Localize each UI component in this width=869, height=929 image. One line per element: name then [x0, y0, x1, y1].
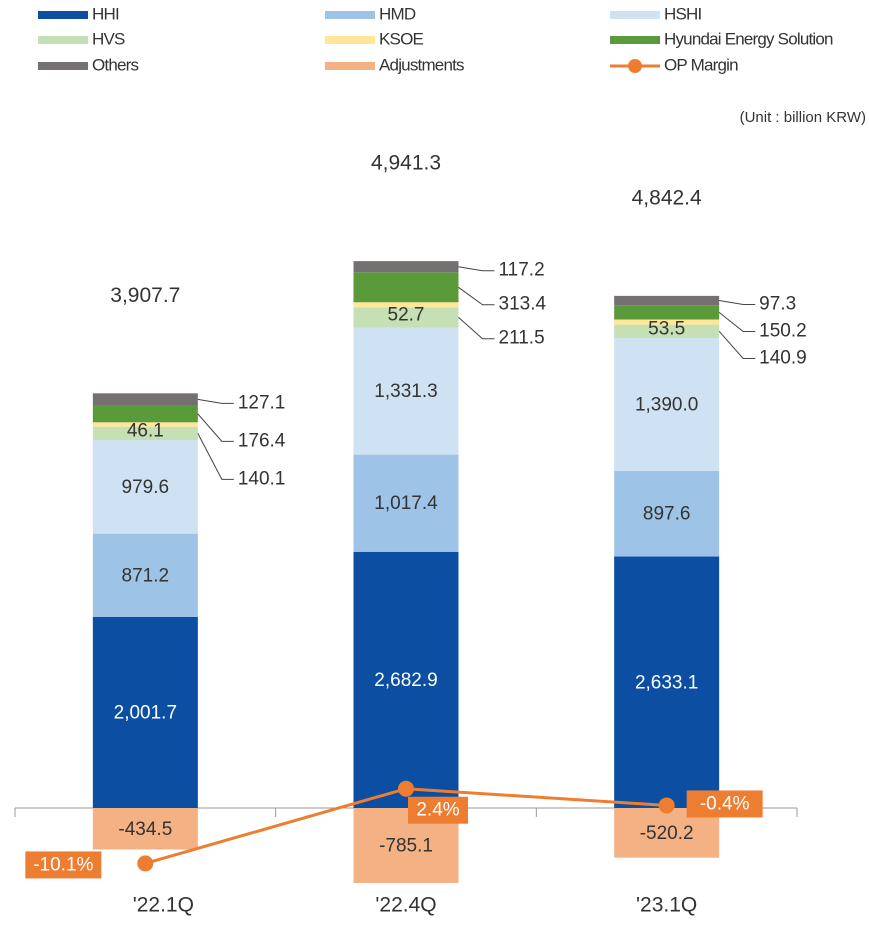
line-point — [398, 780, 414, 797]
legend-swatch — [38, 62, 88, 70]
value-label: 127.1 — [238, 392, 286, 413]
bar-segment — [92, 405, 198, 423]
bar-segment — [92, 426, 198, 441]
legend-swatch — [325, 36, 375, 44]
bar-segment — [614, 338, 720, 471]
legend-swatch — [38, 11, 88, 19]
value-label: 2,633.1 — [635, 672, 698, 693]
bar-segment — [614, 319, 720, 325]
bar-segment — [614, 305, 720, 320]
callout-line — [718, 331, 756, 360]
bar-segment — [353, 327, 459, 455]
value-label: 1,331.3 — [374, 381, 437, 402]
value-label: -785.1 — [379, 836, 433, 857]
legend-label: Others — [92, 55, 139, 74]
callout-line — [718, 311, 756, 333]
bar-segment — [614, 556, 720, 808]
value-label: 897.6 — [643, 504, 691, 525]
value-label: 140.9 — [759, 348, 807, 369]
value-label: 140.1 — [238, 468, 286, 489]
value-label: 97.3 — [759, 294, 796, 315]
bar-segment — [353, 307, 459, 328]
bar-segment — [92, 440, 198, 534]
value-label: 150.2 — [759, 321, 807, 342]
legend-dot — [628, 59, 642, 73]
bar-segment — [614, 324, 720, 339]
bar-segment — [353, 272, 459, 303]
callout-line — [719, 300, 756, 306]
margin-label: 2.4% — [416, 800, 459, 821]
bar-segment — [353, 454, 459, 552]
bar-segment — [353, 551, 459, 808]
margin-label: -0.4% — [700, 793, 750, 814]
legend-swatch — [610, 11, 660, 19]
value-label: 313.4 — [499, 294, 547, 315]
bar-segment — [92, 533, 198, 617]
line-point — [137, 855, 154, 872]
value-label: 117.2 — [499, 260, 545, 281]
legend-label: Hyundai Energy Solution — [664, 29, 833, 48]
margin-box — [25, 851, 102, 879]
legend-swatch — [38, 36, 88, 44]
bar-segment — [92, 808, 198, 850]
total-label: 4,842.4 — [632, 186, 702, 209]
unit-note: (Unit : billion KRW) — [740, 109, 866, 126]
margin-box — [408, 796, 468, 824]
callout-line — [458, 317, 495, 340]
legend-swatch — [325, 11, 375, 19]
value-label: -520.2 — [640, 823, 694, 844]
x-tick-label: '22.1Q — [133, 894, 194, 917]
callout-line — [197, 433, 234, 480]
x-tick-label: '22.4Q — [375, 894, 436, 917]
bar-segment — [353, 261, 459, 273]
value-label: 46.1 — [127, 420, 164, 441]
bar-segment — [92, 616, 198, 808]
legend-label: HMD — [379, 4, 416, 23]
line-point — [658, 797, 675, 814]
value-label: 211.5 — [499, 328, 545, 349]
value-label: 2,001.7 — [114, 702, 177, 723]
value-label: 871.2 — [122, 565, 170, 586]
value-label: 1,390.0 — [635, 394, 698, 415]
value-label: -434.5 — [118, 819, 172, 840]
x-tick-label: '23.1Q — [636, 894, 697, 917]
value-label: 53.5 — [648, 318, 685, 339]
legend-label: HVS — [92, 29, 125, 48]
total-label: 4,941.3 — [371, 152, 441, 175]
legend-label: HHI — [92, 4, 119, 23]
bar-segment — [92, 393, 198, 406]
legend-label: OP Margin — [664, 55, 738, 74]
bar-segment — [353, 302, 459, 308]
callout-line — [458, 286, 495, 306]
bar-segment — [92, 422, 198, 427]
bar-segment — [614, 470, 720, 557]
value-label: 52.7 — [388, 304, 425, 325]
legend-label: HSHI — [664, 4, 701, 23]
margin-box — [686, 790, 763, 818]
value-label: 1,017.4 — [374, 493, 438, 514]
legend-label: KSOE — [379, 29, 424, 48]
bar-segment — [614, 295, 720, 306]
value-label: 2,682.9 — [374, 670, 437, 691]
value-label: 176.4 — [238, 430, 286, 451]
callout-line — [458, 266, 495, 272]
legend-swatch — [325, 62, 375, 70]
value-label: 979.6 — [122, 477, 170, 498]
margin-label: -10.1% — [33, 854, 93, 875]
total-label: 3,907.7 — [110, 284, 180, 307]
legend-swatch — [610, 36, 660, 44]
callout-line — [197, 413, 234, 442]
legend-label: Adjustments — [379, 55, 464, 74]
callout-line — [197, 398, 234, 404]
